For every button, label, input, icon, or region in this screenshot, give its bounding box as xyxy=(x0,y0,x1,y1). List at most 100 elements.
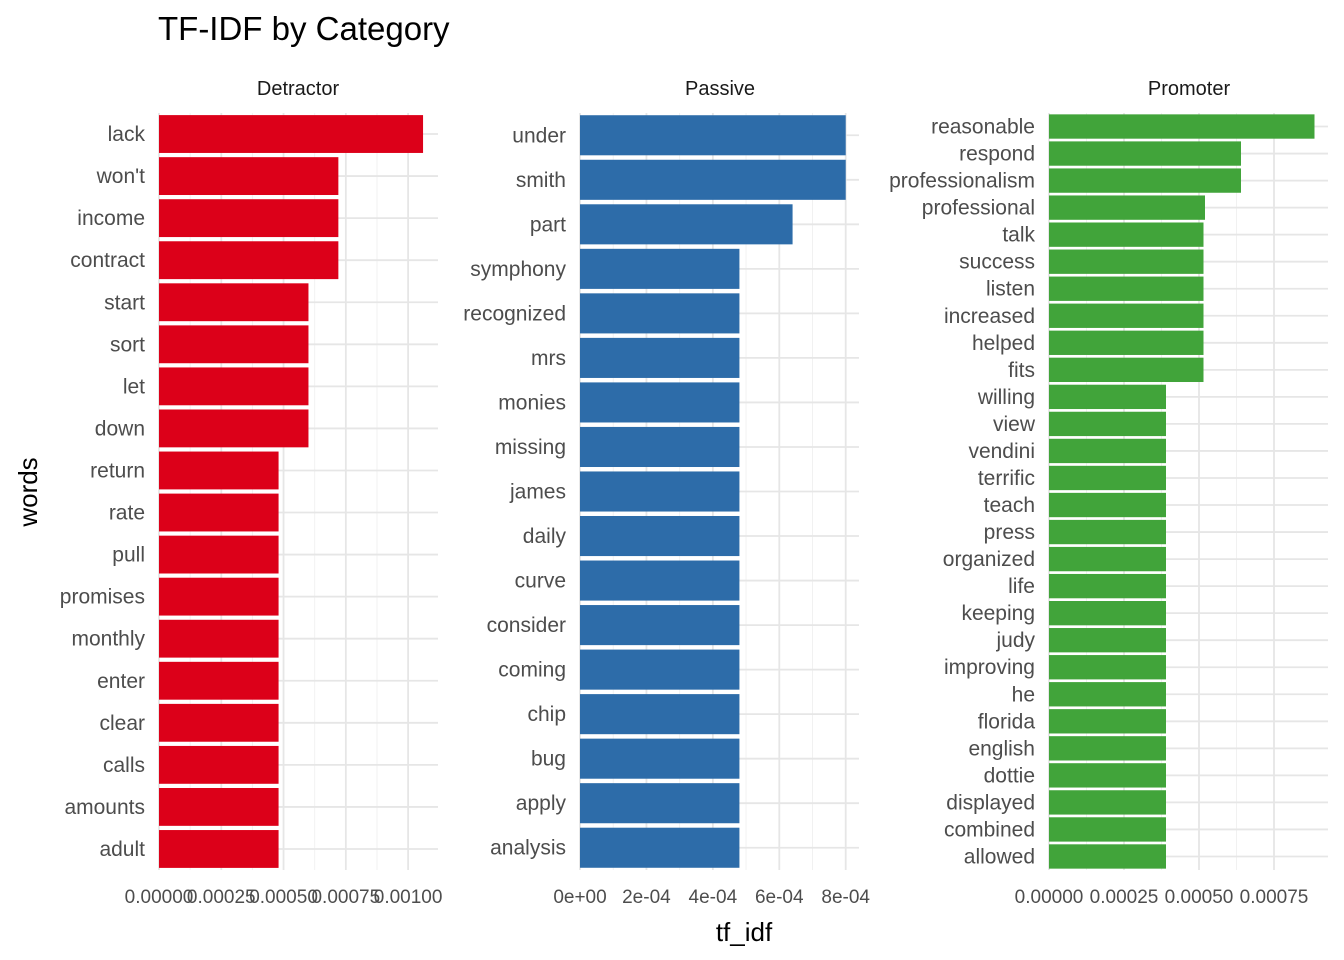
category-label: english xyxy=(968,737,1035,760)
category-label: fits xyxy=(1008,359,1035,382)
category-label: rate xyxy=(109,502,145,525)
category-label: listen xyxy=(986,278,1035,301)
category-label: florida xyxy=(978,710,1036,733)
bar-vendini xyxy=(1049,438,1166,464)
x-tick-label: 8e-04 xyxy=(821,887,870,908)
bar-wont xyxy=(159,157,339,196)
category-label: down xyxy=(95,417,145,440)
bar-promises xyxy=(159,577,279,616)
x-tick-label: 0.00000 xyxy=(125,887,194,908)
category-label: terrific xyxy=(978,467,1035,490)
category-label: vendini xyxy=(968,440,1035,463)
bar-allowed xyxy=(1049,844,1166,869)
category-label: under xyxy=(512,124,566,147)
x-tick-label: 0.00050 xyxy=(1165,887,1234,908)
bar-professionalism xyxy=(1049,168,1241,193)
panel-passive: Passive under smith part symphony recognized m… xyxy=(463,78,870,908)
bar-bug xyxy=(580,738,740,779)
bar-calls xyxy=(159,745,279,784)
bar-he xyxy=(1049,682,1166,707)
x-tick-label: 0e+00 xyxy=(553,887,606,908)
category-label: start xyxy=(104,291,145,314)
bar-press xyxy=(1049,519,1166,545)
category-label: bug xyxy=(531,748,566,771)
bar-down xyxy=(159,409,309,448)
bar-reasonable xyxy=(1049,114,1315,139)
bar-income xyxy=(159,199,339,238)
category-label: recognized xyxy=(463,302,566,325)
bar-under xyxy=(580,115,846,156)
x-tick-label: 0.00050 xyxy=(249,887,318,908)
category-label: success xyxy=(959,251,1035,274)
bar-let xyxy=(159,367,309,406)
category-label: combined xyxy=(944,818,1035,841)
category-label: improving xyxy=(944,656,1035,679)
bar-start xyxy=(159,283,309,322)
category-label: monthly xyxy=(71,628,145,651)
category-label: coming xyxy=(498,659,566,682)
category-label: enter xyxy=(97,670,145,693)
category-label: won't xyxy=(96,165,146,188)
x-tick-label: 0.00025 xyxy=(187,887,256,908)
bar-smith xyxy=(580,159,846,200)
category-label: judy xyxy=(995,629,1035,652)
category-label: amounts xyxy=(64,796,145,819)
bar-english xyxy=(1049,736,1166,761)
category-label: clear xyxy=(99,712,145,735)
x-tick-label: 4e-04 xyxy=(689,887,738,908)
category-label: calls xyxy=(103,754,145,777)
bar-pull xyxy=(159,535,279,574)
bar-organized xyxy=(1049,546,1166,572)
bar-return xyxy=(159,451,279,490)
x-tick-label: 0.00000 xyxy=(1015,887,1084,908)
x-tick-label: 0.00025 xyxy=(1090,887,1159,908)
bar-view xyxy=(1049,411,1166,437)
category-label: talk xyxy=(1002,224,1035,247)
category-label: promises xyxy=(60,586,145,609)
category-label: dottie xyxy=(984,764,1035,787)
bar-keeping xyxy=(1049,600,1166,626)
x-tick-label: 6e-04 xyxy=(755,887,804,908)
category-label: apply xyxy=(516,792,567,815)
bar-dottie xyxy=(1049,763,1166,788)
category-label: smith xyxy=(516,169,566,192)
bar-apply xyxy=(580,783,740,824)
facet-label: Passive xyxy=(685,78,755,100)
bar-clear xyxy=(159,703,279,742)
category-label: respond xyxy=(959,143,1035,166)
bar-monthly xyxy=(159,619,279,658)
bar-part xyxy=(580,204,793,245)
bar-sort xyxy=(159,325,309,364)
bar-displayed xyxy=(1049,790,1166,815)
category-label: return xyxy=(90,459,145,482)
bar-amounts xyxy=(159,787,279,826)
bar-adult xyxy=(159,830,279,868)
bar-listen xyxy=(1049,276,1204,301)
bar-consider xyxy=(580,605,740,646)
bar-teach xyxy=(1049,492,1166,518)
bar-success xyxy=(1049,249,1204,274)
x-tick-label: 2e-04 xyxy=(622,887,671,908)
category-label: let xyxy=(123,375,145,398)
category-label: teach xyxy=(984,494,1035,517)
category-label: contract xyxy=(70,249,145,272)
category-label: willing xyxy=(977,386,1035,409)
bar-lack xyxy=(159,115,424,153)
category-label: consider xyxy=(487,614,566,637)
bar-james xyxy=(580,471,740,512)
category-label: daily xyxy=(523,525,567,548)
category-label: allowed xyxy=(964,845,1035,868)
category-label: professional xyxy=(922,197,1035,220)
bar-analysis xyxy=(580,827,740,868)
category-label: he xyxy=(1012,683,1035,706)
bar-curve xyxy=(580,560,740,601)
bar-mrs xyxy=(580,337,740,378)
category-label: james xyxy=(509,481,566,504)
category-label: press xyxy=(984,521,1035,544)
y-axis-title: words xyxy=(13,457,43,527)
bar-respond xyxy=(1049,141,1241,166)
category-label: part xyxy=(530,213,566,236)
x-axis-title: tf_idf xyxy=(716,917,773,947)
category-label: displayed xyxy=(946,791,1035,814)
